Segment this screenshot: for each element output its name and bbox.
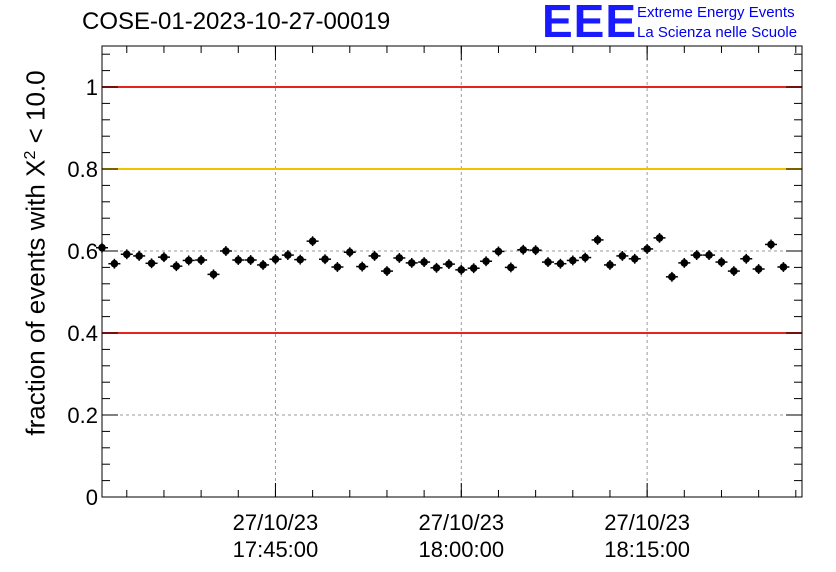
data-point: [172, 262, 181, 270]
x-tick-date-label: 27/10/23: [418, 510, 504, 535]
chart-title: COSE-01-2023-10-27-00019: [82, 8, 391, 35]
data-point: [767, 240, 775, 249]
data-point: [135, 252, 143, 260]
data-point: [717, 258, 726, 266]
data-point: [680, 259, 689, 267]
data-point: [581, 253, 589, 262]
data-point: [445, 260, 453, 268]
plot-frame: [101, 45, 803, 498]
data-point: [606, 261, 614, 269]
data-point: [246, 256, 255, 264]
data-point: [568, 256, 577, 265]
x-tick-time-label: 18:15:00: [604, 537, 690, 562]
x-tick-date-label: 27/10/23: [604, 510, 690, 535]
data-point: [469, 264, 478, 273]
data-point: [395, 254, 404, 262]
logo-line-2: La Scienza nelle Scuole: [637, 24, 798, 41]
data-point: [122, 250, 131, 259]
y-axis-label: fraction of events with X2 < 10.0: [21, 70, 52, 435]
y-tick-label: 0: [86, 485, 98, 510]
data-point: [668, 273, 676, 281]
data-point: [630, 254, 639, 263]
data-point: [321, 255, 329, 263]
x-tick-date-label: 27/10/23: [233, 510, 319, 535]
data-point: [618, 252, 627, 260]
data-point: [345, 248, 354, 257]
data-point: [308, 237, 317, 245]
data-point: [544, 258, 552, 266]
data-point: [705, 251, 713, 259]
data-point: [222, 247, 230, 255]
data-point: [333, 263, 342, 271]
data-point: [482, 257, 490, 266]
data-point: [507, 263, 515, 272]
data-point: [692, 251, 701, 259]
data-point: [779, 263, 788, 271]
data-point: [655, 234, 664, 242]
y-tick-label: 0.8: [67, 157, 98, 182]
data-point: [271, 255, 280, 263]
data-point: [742, 254, 751, 263]
y-axis-label-prefix: fraction of events with X: [20, 159, 51, 436]
y-tick-label: 1: [86, 75, 98, 100]
data-point: [494, 247, 503, 256]
y-tick-label: 0.6: [67, 239, 98, 264]
data-point: [98, 243, 106, 252]
x-tick-time-label: 18:00:00: [418, 537, 504, 562]
data-point: [432, 264, 441, 272]
logo-mark: EEE: [542, 0, 638, 47]
data-point: [643, 245, 651, 253]
data-point: [160, 253, 168, 261]
data-point: [407, 259, 416, 267]
eee-logo: EEE Extreme Energy Events La Scienza nel…: [542, 0, 832, 46]
data-point: [184, 256, 193, 265]
x-tick-time-label: 17:45:00: [233, 537, 319, 562]
data-point: [519, 245, 528, 254]
data-point: [259, 261, 267, 269]
y-axis-label-superscript: 2: [21, 150, 39, 160]
data-point: [110, 259, 119, 268]
y-tick-label: 0.2: [67, 403, 98, 428]
data-point: [593, 236, 602, 244]
data-point: [556, 259, 565, 268]
data-point: [531, 246, 540, 254]
y-tick-label: 0.4: [67, 321, 98, 346]
data-point: [234, 256, 243, 264]
data-point: [284, 251, 292, 259]
y-axis-label-suffix: < 10.0: [20, 70, 51, 151]
data-point: [209, 270, 218, 279]
logo-line-1: Extreme Energy Events: [637, 4, 795, 21]
data-point: [457, 266, 466, 274]
data-point: [730, 267, 738, 275]
data-point: [370, 252, 379, 260]
data-point: [754, 265, 763, 273]
data-point: [383, 267, 391, 275]
data-point: [197, 256, 205, 264]
data-point: [147, 259, 156, 268]
data-point: [420, 258, 428, 266]
data-point: [358, 262, 366, 271]
data-point: [296, 255, 305, 264]
